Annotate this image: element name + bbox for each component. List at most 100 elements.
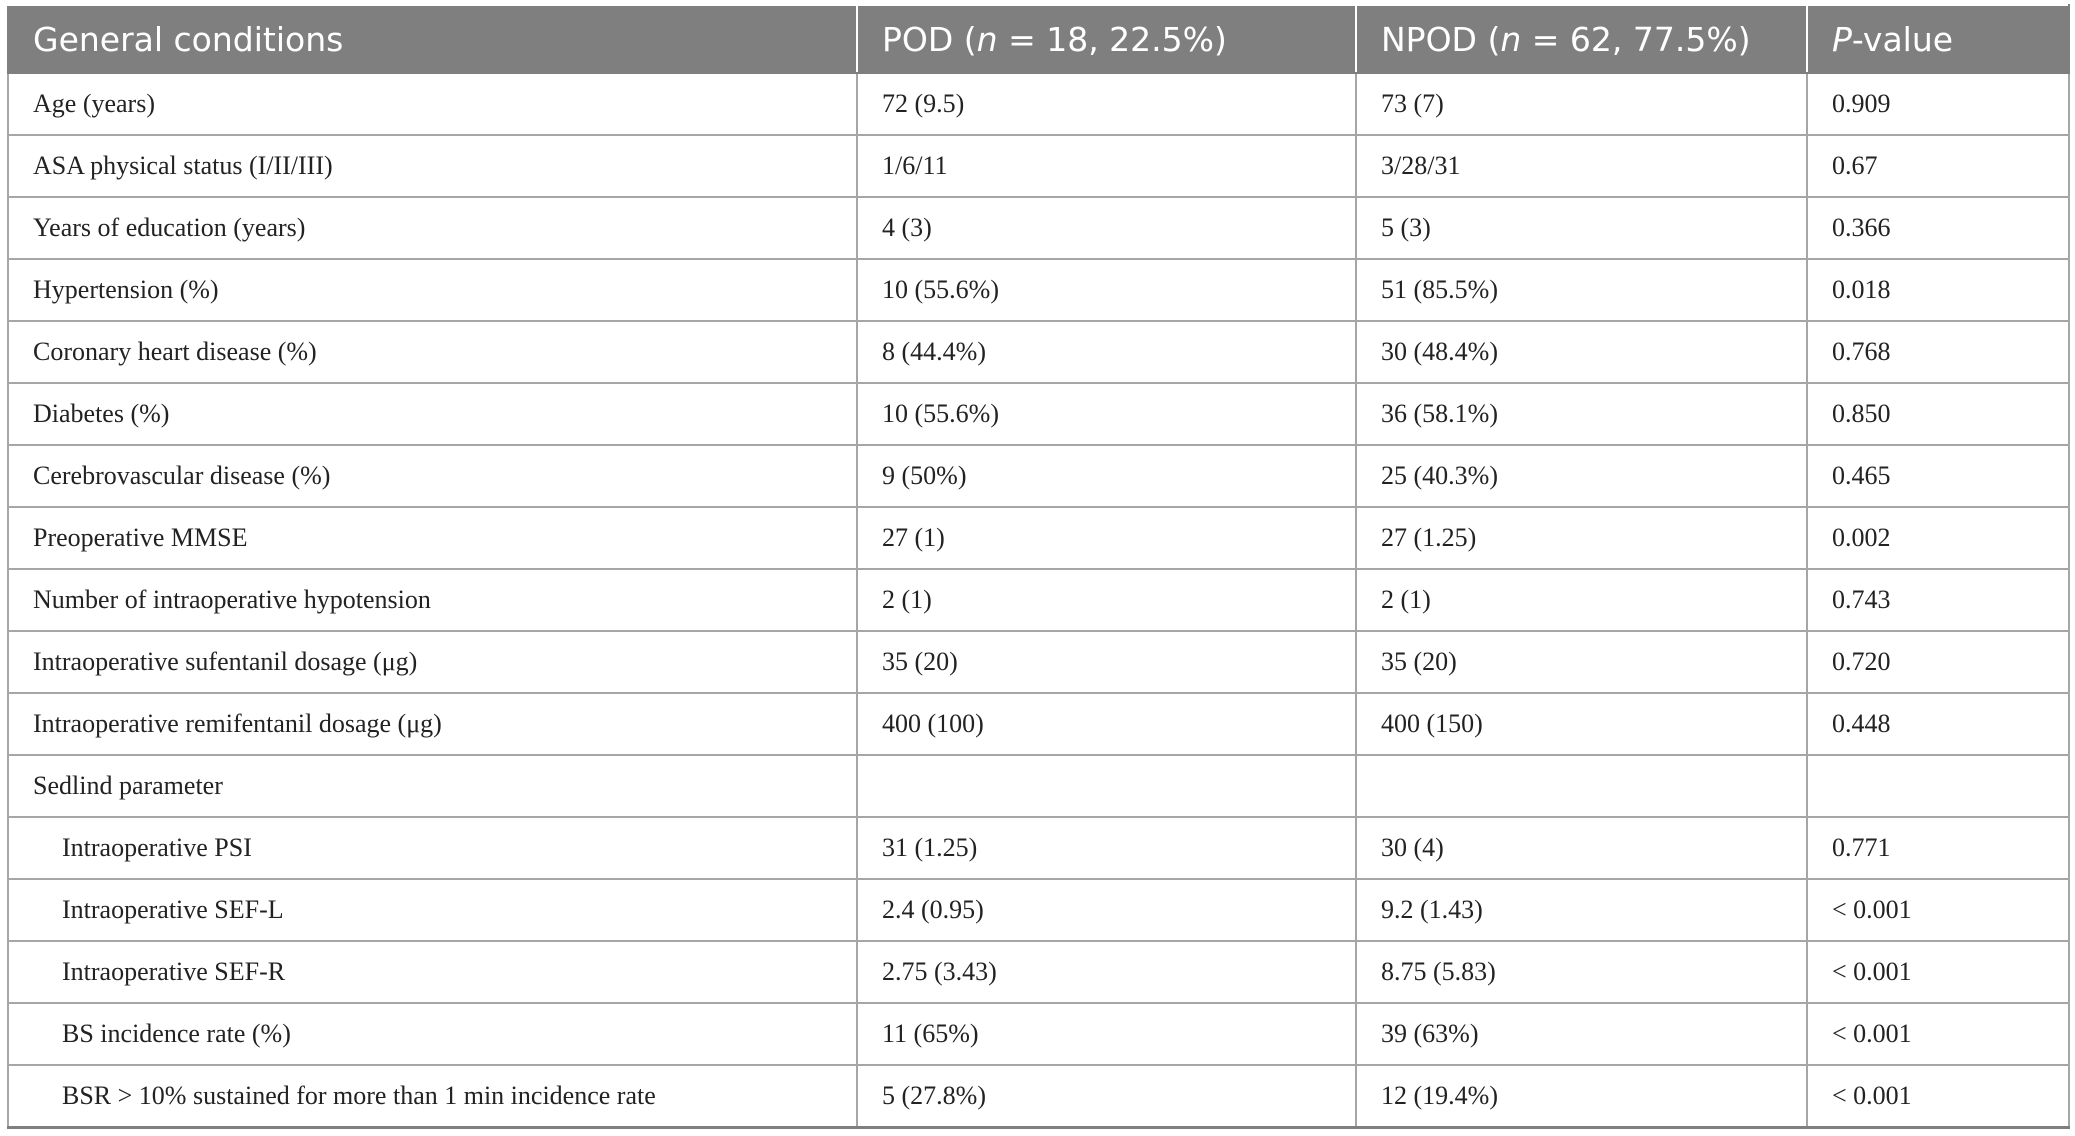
table-row: Hypertension (%) 10 (55.6%) 51 (85.5%) 0.01… xyxy=(7,258,2070,322)
cell-text: Years of education (years) xyxy=(33,213,306,242)
cell-text: Intraoperative SEF-R xyxy=(62,957,286,986)
table-cell: 2 (1) xyxy=(856,568,1357,632)
table-cell xyxy=(1806,754,2070,818)
cell-text: 51 (85.5%) xyxy=(1381,275,1498,304)
cell-text: 0.465 xyxy=(1832,461,1891,490)
data-table: General conditions POD (n = 18, 22.5%) NPO… xyxy=(7,4,2070,1129)
cell-text: ASA physical status (I/II/III) xyxy=(33,151,333,180)
cell-text: < 0.001 xyxy=(1832,895,1912,924)
cell-text: 5 (3) xyxy=(1381,213,1431,242)
cell-text: 12 (19.4%) xyxy=(1381,1081,1498,1110)
cell-text: 27 (1.25) xyxy=(1381,523,1477,552)
cell-text: 2.4 (0.95) xyxy=(882,895,984,924)
table-row: BS incidence rate (%) 11 (65%) 39 (63%) < 0… xyxy=(7,1002,2070,1066)
table-cell xyxy=(856,754,1357,818)
cell-text: Number of intraoperative hypotension xyxy=(33,585,431,614)
cell-text: 0.909 xyxy=(1832,89,1891,118)
cell-text: Intraoperative sufentanil dosage (μg) xyxy=(33,647,418,676)
header-text: NPOD ( xyxy=(1381,19,1501,59)
table-cell: 30 (4) xyxy=(1355,816,1808,880)
header-row: General conditions POD (n = 18, 22.5%) NPO… xyxy=(7,4,2070,74)
cell-text: Age (years) xyxy=(33,89,155,118)
table-cell: 4 (3) xyxy=(856,196,1357,260)
cell-text: 30 (48.4%) xyxy=(1381,337,1498,366)
header-text: n xyxy=(1500,19,1522,59)
table-cell: Hypertension (%) xyxy=(7,258,858,322)
table-cell: < 0.001 xyxy=(1806,1064,2070,1129)
table-cell: ASA physical status (I/II/III) xyxy=(7,134,858,198)
table-cell: 0.018 xyxy=(1806,258,2070,322)
table-cell: 0.768 xyxy=(1806,320,2070,384)
table-row: Intraoperative SEF-R 2.75 (3.43) 8.75 (5.8… xyxy=(7,940,2070,1004)
cell-text: 0.850 xyxy=(1832,399,1891,428)
cell-text: 36 (58.1%) xyxy=(1381,399,1498,428)
table-cell: 0.909 xyxy=(1806,72,2070,136)
header-text: P xyxy=(1832,19,1852,59)
table-cell: 9.2 (1.43) xyxy=(1355,878,1808,942)
cell-text: Intraoperative remifentanil dosage (μg) xyxy=(33,709,442,738)
cell-text: Sedlind parameter xyxy=(33,771,223,800)
cell-text: 0.768 xyxy=(1832,337,1891,366)
table-cell: 10 (55.6%) xyxy=(856,258,1357,322)
cell-text: 2.75 (3.43) xyxy=(882,957,997,986)
table-row: Years of education (years) 4 (3) 5 (3) 0.36… xyxy=(7,196,2070,260)
table-cell: 11 (65%) xyxy=(856,1002,1357,1066)
cell-text: 35 (20) xyxy=(882,647,958,676)
table-cell: 8.75 (5.83) xyxy=(1355,940,1808,1004)
table-cell: 400 (100) xyxy=(856,692,1357,756)
table-cell: Age (years) xyxy=(7,72,858,136)
cell-text: 400 (150) xyxy=(1381,709,1483,738)
table-cell: Coronary heart disease (%) xyxy=(7,320,858,384)
cell-text: 11 (65%) xyxy=(882,1019,979,1048)
cell-text: Preoperative MMSE xyxy=(33,523,248,552)
table-cell: 0.366 xyxy=(1806,196,2070,260)
header-text: POD ( xyxy=(882,19,977,59)
cell-text: Hypertension (%) xyxy=(33,275,219,304)
cell-text: Intraoperative SEF-L xyxy=(62,895,284,924)
cell-text: 31 (1.25) xyxy=(882,833,978,862)
table-cell: < 0.001 xyxy=(1806,1002,2070,1066)
cell-text: 3/28/31 xyxy=(1381,151,1461,180)
table-cell: Years of education (years) xyxy=(7,196,858,260)
table-cell: 0.720 xyxy=(1806,630,2070,694)
table-cell: BS incidence rate (%) xyxy=(7,1002,858,1066)
header-cell: P-value xyxy=(1806,4,2070,74)
cell-text: < 0.001 xyxy=(1832,1081,1912,1110)
table-cell: 39 (63%) xyxy=(1355,1002,1808,1066)
table-cell: 0.002 xyxy=(1806,506,2070,570)
header-cell: NPOD (n = 62, 77.5%) xyxy=(1355,4,1808,74)
cell-text: 73 (7) xyxy=(1381,89,1444,118)
cell-text: BS incidence rate (%) xyxy=(62,1019,291,1048)
header-text: = 62, 77.5%) xyxy=(1521,19,1751,59)
cell-text: 2 (1) xyxy=(882,585,932,614)
cell-text: < 0.001 xyxy=(1832,1019,1912,1048)
table-cell: < 0.001 xyxy=(1806,878,2070,942)
table-cell: 0.67 xyxy=(1806,134,2070,198)
table-cell: 30 (48.4%) xyxy=(1355,320,1808,384)
cell-text: 0.743 xyxy=(1832,585,1891,614)
table-row: Age (years) 72 (9.5) 73 (7) 0.909 xyxy=(7,72,2070,136)
table-cell: 5 (27.8%) xyxy=(856,1064,1357,1129)
table-cell: 3/28/31 xyxy=(1355,134,1808,198)
table-cell: 0.850 xyxy=(1806,382,2070,446)
header-text: = 18, 22.5%) xyxy=(997,19,1227,59)
table-row: Intraoperative remifentanil dosage (μg) 4… xyxy=(7,692,2070,756)
table-cell: 10 (55.6%) xyxy=(856,382,1357,446)
table-cell: 0.743 xyxy=(1806,568,2070,632)
cell-text: BSR > 10% sustained for more than 1 min … xyxy=(62,1081,656,1110)
table-cell: 0.465 xyxy=(1806,444,2070,508)
table-cell: Preoperative MMSE xyxy=(7,506,858,570)
header-text: -value xyxy=(1851,19,1954,59)
cell-text: 0.002 xyxy=(1832,523,1891,552)
cell-text: 400 (100) xyxy=(882,709,984,738)
cell-text: 0.366 xyxy=(1832,213,1891,242)
table-cell: 8 (44.4%) xyxy=(856,320,1357,384)
cell-text: 8.75 (5.83) xyxy=(1381,957,1496,986)
table-row: Number of intraoperative hypotension 2 (1… xyxy=(7,568,2070,632)
cell-text: 0.67 xyxy=(1832,151,1878,180)
table-cell: 9 (50%) xyxy=(856,444,1357,508)
table-cell: 35 (20) xyxy=(856,630,1357,694)
table-cell: 5 (3) xyxy=(1355,196,1808,260)
cell-text: 0.448 xyxy=(1832,709,1891,738)
cell-text: 9 (50%) xyxy=(882,461,967,490)
